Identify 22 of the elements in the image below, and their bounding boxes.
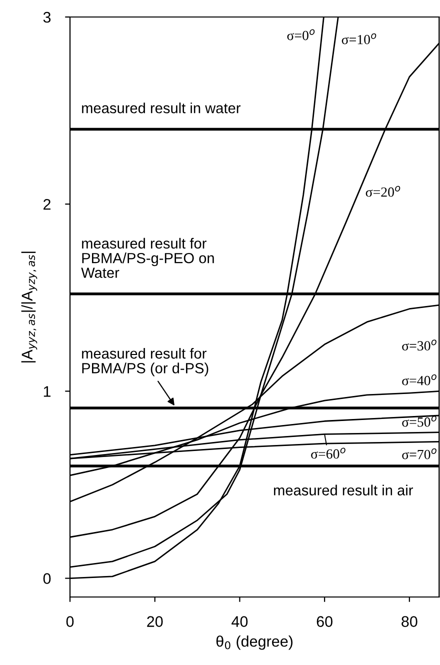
x-tick-label: 20: [147, 616, 163, 627]
y-tick-label: 3: [43, 12, 51, 23]
legend-label: σ=60$^{o}$: [311, 448, 346, 459]
series-label: σ=70$^{o}$: [402, 448, 436, 460]
x-tick-label: 40: [232, 616, 248, 627]
x-tick-label: 80: [402, 616, 418, 627]
y-tick-label: 1: [44, 386, 51, 397]
series-label: σ=20$^{o}$: [366, 186, 400, 197]
ref-line-label: measured result for PBMA/PS (or d-PS): [82, 348, 208, 376]
x-tick-label: 0: [66, 616, 74, 627]
series-label: σ=0$^{o}$: [287, 29, 315, 40]
series-label: σ=30$^{o}$: [402, 340, 436, 351]
x-tick-label: 60: [316, 616, 332, 627]
y-tick-label: 2: [44, 198, 50, 210]
x-axis-title: θ$_{0}$ (degree): [216, 636, 293, 650]
ref-line-label: measured result in water: [82, 102, 241, 114]
ref-line-label: measured result for PBMA/PS-g-PEO on Water: [81, 238, 214, 278]
series-label: σ=10$^{o}$: [342, 33, 376, 44]
series-label: σ=40$^{o}$: [402, 374, 436, 386]
y-axis-title: |A$_{yyz,as}$|/|A$_{yzy,as}$|: [21, 252, 38, 362]
ref-line-label: measured result in air: [274, 484, 413, 496]
y-tick-label: 0: [43, 573, 51, 584]
